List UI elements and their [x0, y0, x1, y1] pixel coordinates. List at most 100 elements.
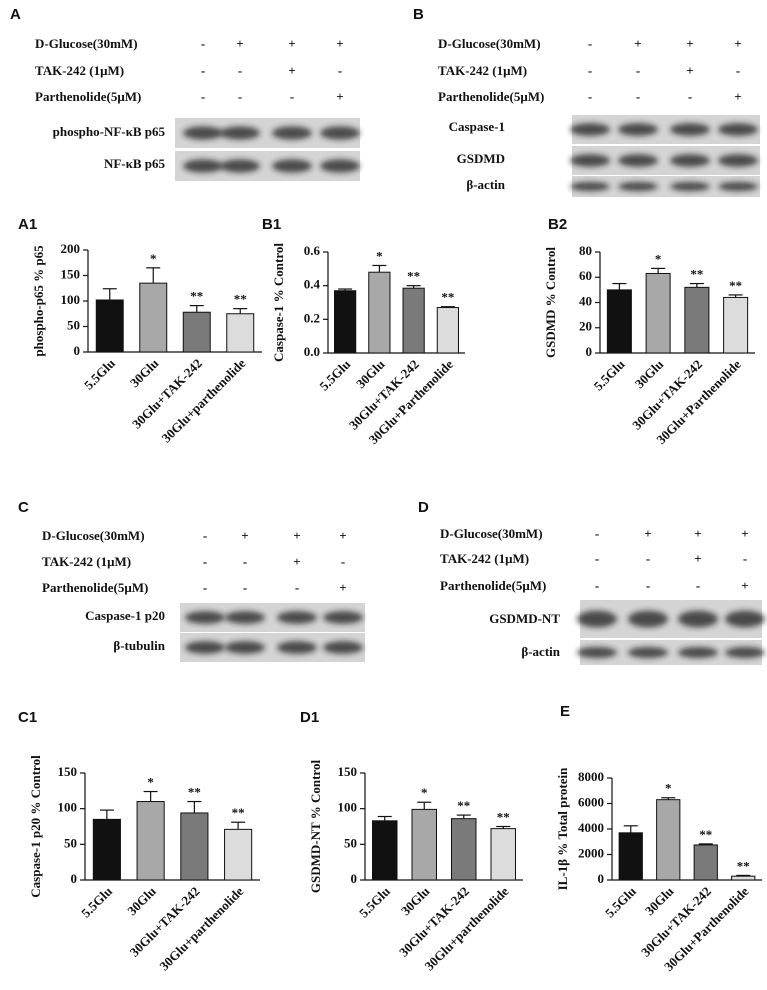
blot-band: [718, 123, 758, 136]
bar: [411, 808, 437, 881]
blot-band: [323, 611, 363, 624]
condition-sign: -: [203, 528, 207, 543]
significance-label: **: [188, 785, 201, 800]
significance-label: *: [376, 248, 383, 263]
condition-sign: -: [595, 578, 599, 593]
condition-sign: +: [741, 578, 748, 593]
condition-sign: -: [696, 578, 700, 593]
x-tick-label: 5.5Glu: [591, 357, 628, 394]
condition-sign: -: [743, 551, 747, 566]
blot-band: [570, 123, 610, 136]
condition-label: Parthenolide(5μM): [440, 578, 546, 593]
significance-label: **: [497, 809, 510, 824]
condition-sign: +: [241, 528, 248, 543]
x-tick-label: 30Glu: [124, 884, 159, 919]
bar: [224, 828, 253, 881]
condition-label: TAK-242 (1μM): [440, 551, 529, 566]
y-tick-label: 150: [61, 266, 81, 281]
condition-sign: -: [595, 526, 599, 541]
y-axis-label: Caspase-1 % Control: [271, 243, 286, 362]
y-axis-label: phospho-p65 % p65: [31, 245, 46, 357]
band-label: GSDMD: [457, 151, 505, 166]
y-tick-label: 8000: [578, 769, 604, 784]
blot-band: [570, 154, 610, 167]
y-tick-label: 50: [64, 835, 77, 850]
blot-band: [678, 610, 718, 628]
blot-band: [618, 123, 658, 136]
x-tick-label: 30Glu: [398, 884, 433, 919]
x-tick-label: 5.5Glu: [78, 884, 115, 921]
blot-band: [577, 610, 617, 628]
condition-label: Parthenolide(5μM): [35, 89, 141, 104]
bar: [139, 282, 168, 353]
bar: [92, 818, 121, 881]
condition-label: Parthenolide(5μM): [438, 89, 544, 104]
condition-sign: +: [686, 36, 693, 51]
bar: [368, 271, 391, 354]
significance-label: **: [190, 289, 203, 304]
band-label: GSDMD-NT: [489, 611, 560, 626]
x-tick-label: 5.5Glu: [356, 884, 393, 921]
x-tick-label: 30Glu+TAK-242: [629, 357, 705, 433]
y-axis-label: GSDMD % Control: [543, 247, 558, 358]
condition-label: D-Glucose(30mM): [438, 36, 541, 51]
y-tick-label: 50: [67, 317, 80, 332]
condition-sign: -: [243, 554, 247, 569]
error-bar: [99, 809, 114, 820]
error-bar: [440, 306, 455, 308]
significance-label: **: [457, 798, 470, 813]
panel-letter: D1: [300, 709, 319, 726]
panel-letter: A: [10, 6, 21, 23]
band-label: β-tubulin: [113, 638, 165, 653]
bar: [451, 818, 477, 881]
blot-band: [220, 159, 260, 173]
error-bar: [377, 815, 392, 821]
x-tick-label: 30Glu: [127, 356, 162, 391]
x-tick-label: 30Glu: [632, 357, 667, 392]
x-tick-label: 30Glu+parthenolide: [156, 883, 246, 973]
condition-label: TAK-242 (1μM): [438, 63, 527, 78]
error-bar: [143, 790, 158, 802]
y-tick-label: 4000: [578, 820, 604, 835]
error-bar: [231, 821, 246, 830]
bar: [402, 287, 425, 354]
bar: [693, 844, 718, 881]
panel-letter: B: [413, 6, 424, 23]
bar: [95, 299, 124, 353]
condition-sign: +: [293, 528, 300, 543]
band-label: phospho-NF-κB p65: [53, 124, 166, 139]
y-tick-label: 0: [71, 871, 78, 886]
bar: [372, 820, 398, 881]
condition-sign: +: [336, 36, 343, 51]
blot-band: [277, 611, 317, 624]
significance-label: **: [737, 858, 750, 873]
blot-band: [183, 159, 223, 173]
y-tick-label: 0: [351, 871, 358, 886]
condition-sign: -: [688, 89, 692, 104]
y-tick-label: 80: [579, 243, 592, 258]
significance-label: **: [699, 827, 712, 842]
blot-band: [718, 154, 758, 167]
blot-band: [225, 641, 265, 654]
bar: [684, 286, 710, 354]
y-tick-label: 0: [598, 871, 605, 886]
condition-sign: +: [734, 89, 741, 104]
error-bar: [417, 801, 432, 810]
blot-band: [670, 181, 710, 192]
bar: [656, 799, 681, 881]
blot-band: [272, 159, 312, 173]
blot-band: [277, 641, 317, 654]
bar: [182, 311, 211, 353]
condition-sign: -: [588, 63, 592, 78]
condition-sign: -: [588, 89, 592, 104]
significance-label: **: [729, 278, 742, 293]
blot-band: [185, 641, 225, 654]
blot-band: [320, 159, 360, 173]
condition-sign: -: [201, 63, 205, 78]
y-tick-label: 0.6: [304, 243, 321, 258]
blot-band: [628, 647, 668, 658]
significance-label: **: [234, 292, 247, 307]
y-tick-label: 20: [579, 319, 592, 334]
y-tick-label: 0.0: [304, 344, 320, 359]
